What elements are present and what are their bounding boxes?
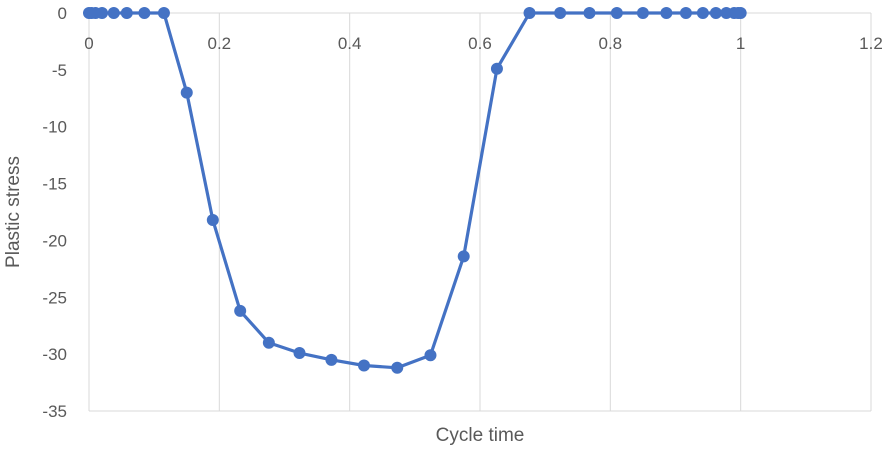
data-point xyxy=(96,7,109,19)
data-point xyxy=(709,7,722,19)
data-point xyxy=(660,7,673,19)
y-tick-label: -30 xyxy=(42,345,67,364)
x-tick-label: 0.6 xyxy=(468,34,492,53)
data-point xyxy=(636,7,649,19)
y-tick-labels: 0 -5 -10 -15 -20 -25 -30 -35 xyxy=(42,4,67,421)
data-point xyxy=(157,7,170,19)
y-tick-label: -15 xyxy=(42,175,67,194)
gridlines xyxy=(218,13,872,411)
data-point xyxy=(734,7,747,19)
data-point xyxy=(490,62,503,75)
y-tick-label: -5 xyxy=(52,61,67,80)
y-tick-label: -10 xyxy=(42,118,67,137)
data-point xyxy=(206,213,219,226)
data-point xyxy=(358,359,370,372)
data-point xyxy=(424,349,437,362)
x-tick-label: 0.8 xyxy=(599,34,623,53)
data-point xyxy=(391,361,404,374)
data-point xyxy=(457,250,470,263)
data-point xyxy=(180,86,193,99)
data-point xyxy=(234,304,247,317)
y-axis-title: Plastic stress xyxy=(3,156,24,268)
series-line xyxy=(89,11,741,370)
x-tick-label: 0.4 xyxy=(338,34,362,53)
x-tick-label: 0 xyxy=(84,34,93,53)
x-tick-labels: 0 0.2 0.4 0.6 0.8 1 1.2 xyxy=(84,34,883,53)
data-point xyxy=(583,7,596,19)
data-point xyxy=(107,7,120,19)
data-point xyxy=(293,347,306,360)
data-point xyxy=(696,7,709,19)
y-tick-label: -35 xyxy=(42,402,67,421)
y-tick-label: 0 xyxy=(58,4,67,23)
x-tick-label: 1 xyxy=(736,34,745,53)
y-tick-label: -25 xyxy=(42,288,67,307)
data-series xyxy=(83,7,747,374)
y-tick-label: -20 xyxy=(42,231,67,250)
data-point xyxy=(138,7,151,19)
data-point xyxy=(679,7,692,19)
x-tick-label: 0.2 xyxy=(208,34,232,53)
data-point xyxy=(523,7,536,19)
data-point xyxy=(610,7,623,19)
data-point xyxy=(262,336,275,349)
x-tick-label: 1.2 xyxy=(859,34,883,53)
x-axis-title: Cycle time xyxy=(436,425,525,446)
data-point xyxy=(554,7,567,19)
data-point xyxy=(120,7,133,19)
data-point xyxy=(325,353,338,366)
